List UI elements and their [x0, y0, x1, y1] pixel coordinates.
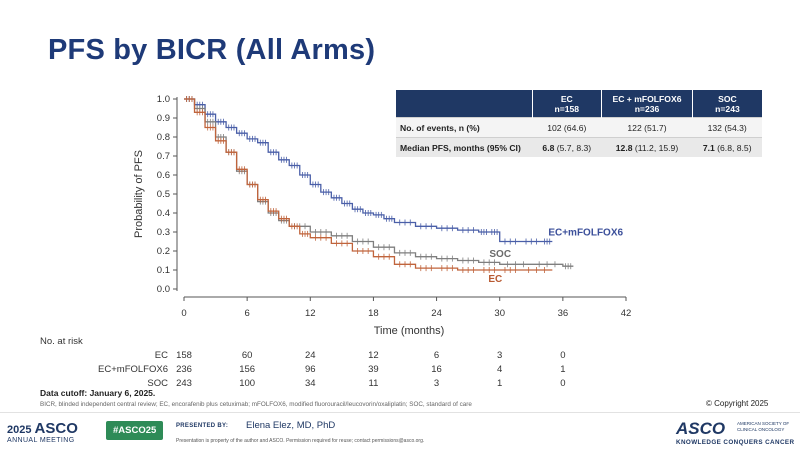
meeting-logo: 2025 ASCO — [7, 420, 78, 437]
x-tick-label: 0 — [181, 308, 186, 319]
risk-label-ec: EC — [154, 350, 168, 361]
y-tick-label: 1.0 — [157, 94, 170, 105]
abbreviations-note: BICR, blinded independent central review… — [40, 401, 472, 408]
series-label: EC — [488, 274, 502, 285]
x-tick-label: 18 — [368, 308, 379, 319]
table-header-soc: SOC n=243 — [691, 90, 762, 118]
table-cell: 7.1 (6.8, 8.5) — [692, 137, 762, 157]
y-tick-label: 0.7 — [157, 151, 170, 162]
table-cell: 132 (54.3) — [692, 117, 762, 138]
row-label: Median PFS, months (95% CI) — [396, 137, 532, 157]
y-tick-label: 0.3 — [157, 227, 170, 238]
risk-label-ec-mfolfox6: EC+mFOLFOX6 — [98, 364, 168, 375]
risk-value: 16 — [431, 364, 442, 375]
y-tick-label: 0.8 — [157, 132, 170, 143]
x-tick-label: 42 — [621, 308, 632, 319]
copyright-text: © Copyright 2025 — [706, 399, 769, 408]
x-axis-label: Time (months) — [374, 325, 445, 337]
risk-value: 3 — [497, 350, 503, 361]
x-tick-label: 6 — [244, 308, 249, 319]
risk-value: 1 — [560, 364, 566, 375]
x-tick-label: 12 — [305, 308, 316, 319]
table-cell: 6.8 (5.7, 8.3) — [532, 137, 602, 157]
y-tick-label: 0.0 — [157, 284, 170, 295]
x-tick-label: 30 — [494, 308, 505, 319]
risk-value: 243 — [176, 378, 192, 389]
y-tick-label: 0.6 — [157, 170, 170, 181]
risk-value: 34 — [304, 378, 316, 389]
risk-value: 1 — [497, 378, 503, 389]
risk-value: 60 — [241, 350, 253, 361]
risk-value: 12 — [368, 350, 379, 361]
risk-value: 156 — [239, 364, 256, 375]
data-cutoff-note: Data cutoff: January 6, 2025. — [40, 388, 156, 398]
y-tick-label: 0.4 — [157, 208, 170, 219]
hashtag-badge: #ASCO25 — [106, 421, 164, 440]
table-row: No. of events, n (%) 102 (64.6) 122 (51.… — [396, 117, 762, 138]
presented-by-label: PRESENTED BY: — [176, 423, 229, 429]
slide-footer: 2025 ASCO ANNUAL MEETING #ASCO25 PRESENT… — [0, 412, 800, 451]
x-tick-label: 24 — [431, 308, 442, 319]
table-cell: 12.8 (11.2, 15.9) — [601, 137, 693, 157]
risk-value: 236 — [176, 364, 192, 375]
y-tick-label: 0.1 — [157, 265, 170, 276]
y-axis-label: Probability of PFS — [133, 150, 145, 238]
risk-value: 3 — [433, 378, 440, 389]
censor-marks-ec-mfolfox6 — [186, 96, 551, 245]
asco-tagline: KNOWLEDGE CONQUERS CANCER — [676, 439, 795, 446]
risk-value: 11 — [368, 378, 379, 389]
series-label: EC+mFOLFOX6 — [548, 228, 623, 239]
table-header-ec-mfolfox6: EC + mFOLFOX6 n=236 — [601, 90, 693, 118]
y-tick-label: 0.5 — [157, 189, 170, 200]
risk-value: 0 — [560, 350, 566, 361]
risk-value: 100 — [239, 378, 256, 389]
risk-value: 0 — [560, 378, 566, 389]
risk-value: 158 — [176, 350, 192, 361]
y-tick-label: 0.9 — [157, 113, 170, 124]
property-note: Presentation is property of the author a… — [176, 438, 425, 444]
presenter-name: Elena Elez, MD, PhD — [246, 420, 336, 431]
meeting-name: ANNUAL MEETING — [7, 437, 75, 444]
censor-marks-ec — [186, 96, 545, 273]
table-cell: 122 (51.7) — [601, 117, 693, 138]
risk-header: No. at risk — [40, 336, 83, 347]
risk-value: 4 — [497, 364, 503, 375]
row-label: No. of events, n (%) — [396, 117, 532, 138]
table-corner — [396, 90, 532, 118]
risk-label-soc: SOC — [147, 378, 168, 389]
km-curve-ec-mfolfox6 — [184, 98, 553, 243]
risk-value: 96 — [304, 364, 316, 375]
asco-logo: ASCO — [676, 419, 726, 438]
summary-table: EC n=158 EC + mFOLFOX6 n=236 SOC n=243 No. … — [396, 90, 762, 157]
page-title: PFS by BICR (All Arms) — [48, 34, 376, 66]
table-row: Median PFS, months (95% CI) 6.8 (5.7, 8.… — [396, 137, 762, 157]
table-cell: 102 (64.6) — [532, 117, 602, 138]
x-tick-label: 36 — [558, 308, 569, 319]
risk-value: 24 — [304, 350, 316, 361]
table-header-ec: EC n=158 — [531, 90, 602, 118]
society-name: AMERICAN SOCIETY OF CLINICAL ONCOLOGY — [737, 421, 790, 432]
y-tick-label: 0.2 — [157, 246, 170, 257]
risk-value: 39 — [368, 364, 379, 375]
series-label: SOC — [489, 249, 511, 260]
risk-value: 6 — [433, 350, 440, 361]
